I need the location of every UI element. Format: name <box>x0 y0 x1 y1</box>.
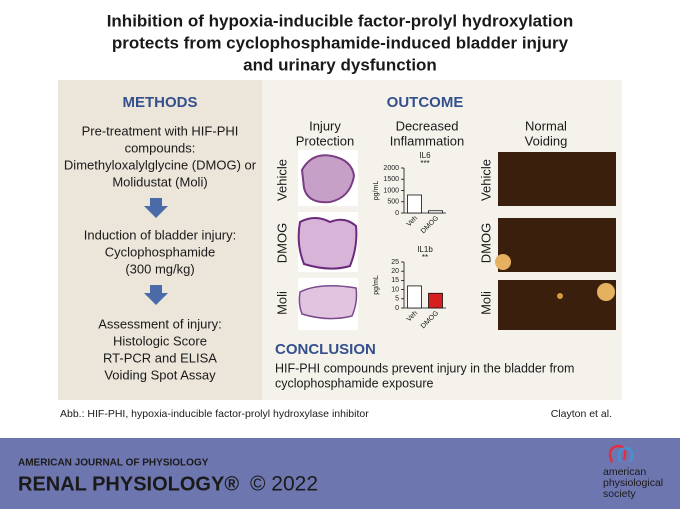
row-label: DMOG <box>274 223 289 263</box>
y-tick-label: 10 <box>391 286 399 293</box>
row-label: Vehicle <box>274 159 289 201</box>
method-text: Histologic Score <box>113 333 207 348</box>
bar <box>428 292 443 309</box>
row-label: Moli <box>478 291 493 315</box>
method-text: Voiding Spot Assay <box>104 367 216 382</box>
chart-title: IL6 <box>419 151 431 160</box>
year: © 2022 <box>250 473 318 496</box>
conclusion-heading: CONCLUSION <box>275 341 376 358</box>
title-line: Inhibition of hypoxia-inducible factor-p… <box>107 11 574 30</box>
row-label: Moli <box>274 291 289 315</box>
column-header: Normal <box>525 118 567 133</box>
society-name: american <box>603 466 646 478</box>
methods-heading: METHODS <box>123 94 198 111</box>
y-tick-label: 2000 <box>383 165 399 172</box>
arrow <box>144 198 168 218</box>
voiding-images <box>495 152 616 330</box>
title-line: and urinary dysfunction <box>243 55 437 74</box>
column-header: Voiding <box>525 133 568 148</box>
y-tick-label: 5 <box>395 296 399 303</box>
method-text: Cyclophosphamide <box>105 244 216 259</box>
row-label: DMOG <box>478 223 493 263</box>
conclusion-text: cyclophosphamide exposure <box>275 376 433 390</box>
y-axis-label: pg/mL <box>373 181 380 201</box>
method-text: Assessment of injury: <box>98 316 222 331</box>
method-text: (300 mg/kg) <box>125 261 194 276</box>
conclusion-text: HIF-PHI compounds prevent injury in the … <box>275 361 574 375</box>
y-tick-label: 25 <box>391 259 399 266</box>
histology-images <box>297 150 358 330</box>
y-tick-label: 20 <box>391 268 399 275</box>
method-text: Molidustat (Moli) <box>112 174 207 189</box>
bar <box>407 194 422 214</box>
chart-title: IL1b <box>417 245 433 254</box>
footnote: Abb.: HIF-PHI, hypoxia-inducible factor-… <box>60 408 369 420</box>
methods-panel <box>58 80 262 400</box>
significance: *** <box>420 159 429 168</box>
arrow <box>144 285 168 305</box>
row-label: Vehicle <box>478 159 493 201</box>
credit: Clayton et al. <box>551 408 612 420</box>
column-header: Inflammation <box>390 133 464 148</box>
y-tick-label: 0 <box>395 210 399 217</box>
method-text: RT-PCR and ELISA <box>103 350 217 365</box>
bar <box>428 210 443 214</box>
column-header: Injury <box>309 118 341 133</box>
method-text: Dimethyloxalylglycine (DMOG) or <box>64 157 257 172</box>
society-name: physiological <box>603 477 663 489</box>
y-tick-label: 0 <box>395 305 399 312</box>
journal-name: AMERICAN JOURNAL OF PHYSIOLOGY <box>18 458 209 469</box>
y-axis-label: pg/mL <box>373 275 380 295</box>
method-text: compounds: <box>125 140 196 155</box>
title-line: protects from cyclophosphamide-induced b… <box>112 33 569 52</box>
outcome-heading: OUTCOME <box>387 94 464 111</box>
method-text: Pre-treatment with HIF-PHI <box>82 123 239 138</box>
society-logo <box>608 444 634 463</box>
y-tick-label: 1500 <box>383 176 399 183</box>
section-name: RENAL PHYSIOLOGY® <box>18 473 239 495</box>
society-name: society <box>603 488 636 500</box>
column-header: Decreased <box>396 118 459 133</box>
y-tick-label: 1000 <box>383 187 399 194</box>
y-tick-label: 500 <box>387 199 399 206</box>
bar <box>407 285 422 309</box>
significance: ** <box>422 253 428 262</box>
method-text: Induction of bladder injury: <box>84 227 236 242</box>
y-tick-label: 15 <box>391 277 399 284</box>
column-header: Protection <box>296 133 355 148</box>
banner <box>0 438 680 509</box>
